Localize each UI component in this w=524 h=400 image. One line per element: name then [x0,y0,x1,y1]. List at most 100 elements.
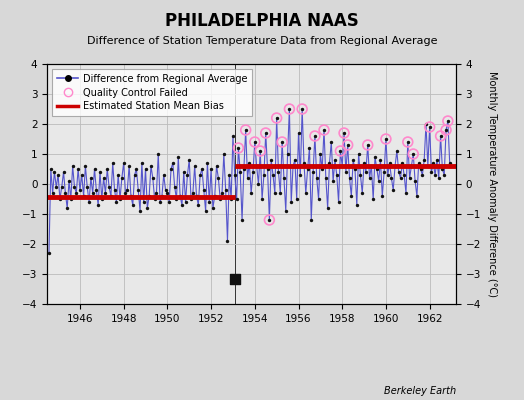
Point [181,199,190,205]
Point [203,160,212,166]
Point [373,166,381,172]
Point [291,157,299,163]
Point [111,187,119,193]
Point [292,196,301,202]
Point [112,199,121,205]
Point [403,139,412,145]
Point [165,199,173,205]
Point [391,163,399,169]
Point [45,250,53,256]
Point [272,115,281,121]
Point [81,163,90,169]
Point [169,160,177,166]
Point [216,196,224,202]
Point [97,196,106,202]
Point [380,169,388,175]
Point [114,172,123,178]
Point [264,166,272,172]
Point [278,139,286,145]
Point [375,178,383,184]
Point [143,205,151,211]
Point [347,193,355,199]
Point [311,133,319,139]
Point [242,127,250,133]
Point [178,202,186,208]
Point [192,193,201,199]
Point [440,172,449,178]
Point [92,187,101,193]
Point [128,202,137,208]
Point [76,187,84,193]
Point [414,160,423,166]
Point [438,166,446,172]
Point [322,175,330,181]
Text: Difference of Station Temperature Data from Regional Average: Difference of Station Temperature Data f… [87,36,437,46]
Point [436,133,445,139]
Point [309,169,318,175]
Point [54,172,62,178]
Point [320,127,328,133]
Point [229,133,237,139]
Point [223,238,232,244]
Point [289,163,297,169]
Point [344,142,352,148]
Point [302,190,310,196]
Point [58,184,66,190]
Point [413,193,421,199]
Point [74,166,82,172]
Point [340,130,348,136]
Point [247,190,255,196]
Point [400,172,408,178]
Point [327,139,335,145]
Point [196,172,204,178]
Point [163,190,171,196]
Point [311,133,319,139]
Point [200,187,208,193]
Point [225,172,234,178]
Point [272,115,281,121]
Point [118,175,126,181]
Point [253,163,261,169]
Point [108,160,117,166]
Point [442,127,450,133]
Point [239,166,248,172]
Point [336,148,345,154]
Point [136,208,144,214]
Point [116,196,124,202]
Point [409,151,418,157]
Point [48,190,57,196]
Point [403,139,412,145]
Point [72,190,81,196]
Point [123,187,132,193]
Text: PHILADELPHIA NAAS: PHILADELPHIA NAAS [165,12,359,30]
Text: Berkeley Earth: Berkeley Earth [384,386,456,396]
Point [345,175,354,181]
Point [261,130,270,136]
Point [425,124,434,130]
Point [69,163,77,169]
Point [300,160,308,166]
Point [218,190,226,196]
Point [274,169,282,175]
Point [100,175,108,181]
Point [234,145,243,151]
Point [444,118,452,124]
Point [409,151,418,157]
Point [59,169,68,175]
Point [285,106,293,112]
Point [96,169,104,175]
Point [436,133,445,139]
Point [338,163,346,169]
Point [287,199,296,205]
Point [417,166,425,172]
Point [260,172,268,178]
Point [434,175,443,181]
Point [85,199,93,205]
Point [283,151,292,157]
Point [305,145,314,151]
Point [189,190,197,196]
Point [402,190,410,196]
Point [250,139,259,145]
Point [387,175,396,181]
Point [227,196,235,202]
